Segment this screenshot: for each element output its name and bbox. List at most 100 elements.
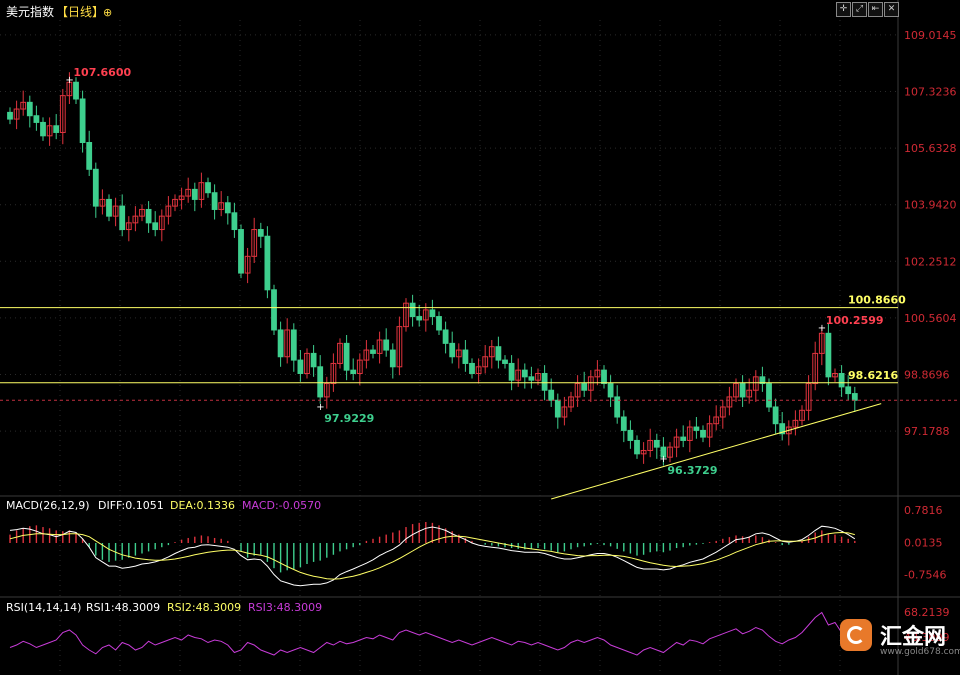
candle-body xyxy=(383,339,390,351)
diff-line xyxy=(9,525,856,587)
rsi-panel xyxy=(9,611,855,656)
back-icon[interactable]: ⇤ xyxy=(868,2,883,17)
candle-body xyxy=(449,342,456,358)
candle-body xyxy=(581,383,588,391)
candle-body xyxy=(601,369,607,385)
dea-line xyxy=(9,531,855,580)
period-label[interactable]: 【日线】 xyxy=(56,5,104,19)
candle-body xyxy=(251,229,258,257)
candle-body xyxy=(660,446,667,458)
candle-body xyxy=(191,188,198,200)
candle-body xyxy=(554,399,561,418)
candle-body xyxy=(818,332,825,354)
macd-tick: -0.7546 xyxy=(904,569,946,582)
candle-body xyxy=(693,426,700,431)
price-tick: 98.8696 xyxy=(904,369,950,382)
candle-body xyxy=(310,352,317,368)
candle-body xyxy=(317,366,324,398)
price-tick: 97.1788 xyxy=(904,425,950,438)
price-axis: 109.0145 107.3236 105.6328 103.9420 102.2512… xyxy=(904,29,957,644)
trend-line xyxy=(551,403,882,500)
candle-body xyxy=(73,81,79,100)
candle-body xyxy=(264,235,271,291)
candle-body xyxy=(838,372,845,388)
macd-tick: 0.0135 xyxy=(904,536,943,549)
level-label: 100.8660 xyxy=(848,294,906,307)
candle-body xyxy=(574,383,581,398)
price-tick: 100.5604 xyxy=(904,312,957,325)
candle-body xyxy=(686,426,693,441)
macd-dea-label: DEA:0.1336 xyxy=(170,499,235,512)
candle-body xyxy=(475,366,482,374)
candle-body xyxy=(330,362,337,385)
close-icon[interactable]: ✕ xyxy=(884,2,899,17)
marker-tick: + xyxy=(316,402,324,413)
candle-body xyxy=(799,409,805,421)
candle-body xyxy=(535,372,541,381)
candle-body xyxy=(403,302,409,328)
marker-tick: + xyxy=(818,323,826,334)
price-tick: 103.9420 xyxy=(904,199,957,212)
candle-body xyxy=(653,439,660,448)
candle-body xyxy=(508,362,515,381)
candle-body xyxy=(627,429,634,441)
candle-body xyxy=(323,383,330,398)
candle-body xyxy=(7,111,13,120)
fit-icon[interactable]: ⤢ xyxy=(852,2,867,17)
candle-body xyxy=(746,389,753,398)
candle-body xyxy=(792,419,799,428)
logo-name: 汇金网 xyxy=(880,625,947,650)
candle-body xyxy=(812,352,819,385)
marker-tick: + xyxy=(65,75,73,86)
toggle-icon[interactable]: ⊕ xyxy=(103,6,112,19)
macd-diff-label: DIFF:0.1051 xyxy=(98,499,164,512)
candle-body xyxy=(13,108,20,120)
rsi-label: RSI(14,14,14) xyxy=(6,601,81,614)
candle-body xyxy=(528,376,535,381)
candle-body xyxy=(224,202,231,214)
candle-body xyxy=(53,125,60,133)
candle-body xyxy=(20,101,27,110)
rsi1-label: RSI1:48.3009 xyxy=(86,601,160,614)
candle-body xyxy=(198,182,205,200)
candle-body xyxy=(634,439,640,455)
candle-body xyxy=(178,195,185,200)
candle-body xyxy=(647,439,654,451)
candle-body xyxy=(488,346,495,358)
candle-body xyxy=(515,369,522,381)
candle-body xyxy=(667,446,673,458)
candle-body xyxy=(766,383,772,408)
candle-body xyxy=(482,356,489,368)
candle-body xyxy=(66,81,73,97)
candle-body xyxy=(442,329,449,344)
candle-body xyxy=(271,289,277,331)
candle-body xyxy=(462,349,469,364)
candle-body xyxy=(257,229,264,237)
candle-body xyxy=(238,229,244,274)
candle-body xyxy=(620,416,627,431)
candle-body xyxy=(356,359,363,374)
price-annotation: 100.2599 xyxy=(826,314,884,327)
candle-body xyxy=(165,205,172,217)
candle-body xyxy=(99,198,106,207)
candle-body xyxy=(79,98,86,144)
macd-tick: 0.7816 xyxy=(904,504,943,517)
rsi-line xyxy=(9,611,855,656)
candle-body xyxy=(158,215,165,231)
level-label: 98.6216 xyxy=(848,369,898,382)
candle-body xyxy=(779,423,786,435)
candle-body xyxy=(680,436,687,441)
candle-body xyxy=(343,342,350,371)
candle-body xyxy=(832,372,838,378)
rsi-tick: 48.3009 xyxy=(904,631,950,644)
candle-body xyxy=(422,309,429,321)
candle-body xyxy=(429,309,436,318)
macd-label: MACD(26,12,9) xyxy=(6,499,90,512)
crosshair-icon[interactable]: ✛ xyxy=(836,2,851,17)
candle-body xyxy=(376,339,383,354)
rsi-tick: 68.2139 xyxy=(904,606,950,619)
candle-body xyxy=(218,202,225,210)
price-tick: 107.3236 xyxy=(904,86,957,99)
